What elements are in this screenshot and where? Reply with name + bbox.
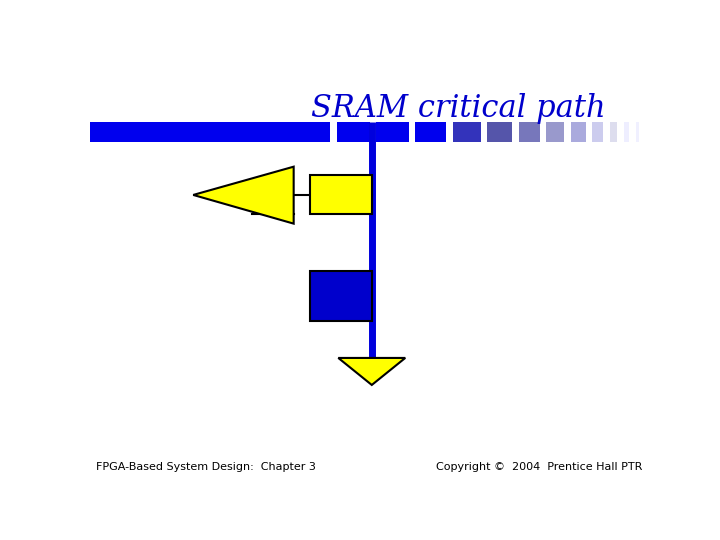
Bar	[624, 122, 629, 141]
Bar	[571, 122, 585, 141]
Bar	[377, 122, 409, 141]
Text: FPGA-Based System Design:  Chapter 3: FPGA-Based System Design: Chapter 3	[96, 462, 315, 472]
Polygon shape	[338, 358, 405, 385]
Bar	[90, 122, 330, 141]
Bar	[310, 271, 372, 321]
Bar	[593, 122, 603, 141]
Text: SRAM critical path: SRAM critical path	[311, 93, 606, 124]
Bar	[518, 122, 540, 141]
Bar	[415, 122, 446, 141]
Text: Copyright ©  2004  Prentice Hall PTR: Copyright © 2004 Prentice Hall PTR	[436, 462, 642, 472]
Bar	[546, 122, 564, 141]
Bar	[636, 122, 639, 141]
Bar	[453, 122, 481, 141]
Bar	[337, 122, 369, 141]
Polygon shape	[193, 167, 294, 224]
Bar	[487, 122, 512, 141]
Text: Sense
amp: Sense amp	[316, 276, 366, 315]
Text: core: core	[321, 186, 361, 204]
Bar	[310, 175, 372, 214]
Bar	[610, 122, 617, 141]
